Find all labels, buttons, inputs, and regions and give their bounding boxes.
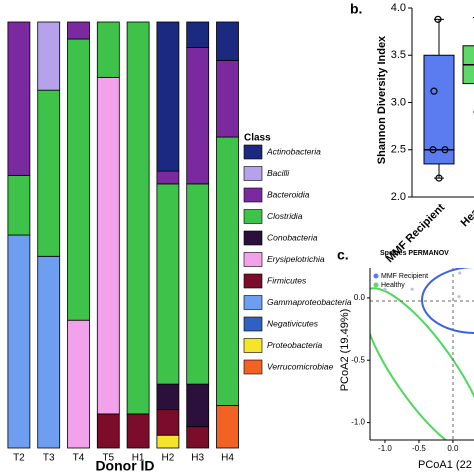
chart-title: Species PERMANOV <box>380 250 449 257</box>
point <box>383 287 387 291</box>
bar-segment <box>37 255 61 449</box>
point <box>435 174 443 182</box>
legend-label: Negativicutes <box>267 318 319 328</box>
bar-segment <box>37 89 61 257</box>
y-tick-label: 2.0 <box>391 191 406 203</box>
y-tick-label: -1.0 <box>351 418 365 427</box>
legend-label: Firmicutes <box>267 275 307 285</box>
bar-segment <box>186 183 210 385</box>
bar-segment <box>156 21 180 172</box>
x-tick-label: T2 <box>13 453 25 464</box>
y-tick-label: 3.5 <box>391 49 406 61</box>
legend-swatch <box>243 295 263 310</box>
point <box>410 287 414 291</box>
x-tick-label: T5 <box>102 453 114 464</box>
x-tick-label: T3 <box>43 453 55 464</box>
ellipse <box>370 287 474 440</box>
x-tick-label: Healt <box>459 201 474 229</box>
y-tick-label: 4.0 <box>391 2 406 14</box>
legend-label: Actinobacteria <box>266 146 321 156</box>
bar-segment <box>126 413 150 449</box>
legend-swatch <box>243 338 263 353</box>
x-tick-label: H1 <box>132 453 145 464</box>
point <box>458 271 462 275</box>
y-tick-label: 2.5 <box>391 144 406 156</box>
legend-label: Clostridia <box>267 211 303 221</box>
bar-segment <box>156 383 180 411</box>
panel-label: b. <box>350 1 362 17</box>
bar-segment <box>186 21 210 48</box>
bar-segment <box>67 38 90 321</box>
point <box>457 295 461 299</box>
bar-segment <box>7 21 31 176</box>
legend-label: Verrucomicrobiae <box>267 361 334 371</box>
bar-segment <box>216 136 239 406</box>
bar-segment <box>126 21 150 415</box>
point <box>429 146 437 154</box>
point <box>434 15 442 23</box>
x-axis-title: PCoA1 (22 <box>418 459 472 471</box>
legend-swatch <box>243 187 263 203</box>
y-tick-label: 0.0 <box>354 293 366 302</box>
point <box>430 87 438 95</box>
legend-swatch <box>243 209 263 224</box>
x-tick-label: H2 <box>162 453 175 464</box>
x-tick-label: -0.5 <box>412 444 426 453</box>
point <box>441 146 449 154</box>
legend-swatch <box>243 166 263 181</box>
bar-segment <box>7 234 31 449</box>
legend-label: MMF Recipient <box>381 273 428 280</box>
x-tick-label: -1.0 <box>378 444 392 453</box>
y-tick-label: 3.0 <box>391 96 406 108</box>
bar-segment <box>156 434 180 449</box>
legend-swatch <box>243 252 263 267</box>
legend-label: Proteobacteria <box>267 340 323 350</box>
x-tick-label: H3 <box>191 453 204 464</box>
legend-swatch <box>243 359 263 375</box>
bar-segment <box>96 21 120 78</box>
box <box>423 54 455 165</box>
y-axis-title: PCoA2 (19.49%) <box>339 309 351 392</box>
bar-segment <box>7 174 31 236</box>
ellipse <box>421 268 474 334</box>
legend-label: Bacilli <box>267 168 290 178</box>
legend-label: Erysipelotrichia <box>267 254 325 264</box>
y-tick-label: -0.5 <box>351 355 365 364</box>
bar-segment <box>186 47 210 185</box>
x-axis-title: Donor ID <box>95 458 154 474</box>
x-tick-label: 0.0 <box>447 444 459 453</box>
x-tick-label: T4 <box>73 453 85 464</box>
bar-segment <box>37 21 61 91</box>
bar-segment <box>156 409 180 436</box>
bar-segment <box>96 76 120 415</box>
bar-segment <box>216 21 239 61</box>
bar-segment <box>186 426 210 449</box>
confidence-ellipses <box>370 268 474 440</box>
legend-label: Conobacteria <box>267 232 318 242</box>
bar-segment <box>216 59 239 138</box>
legend-swatch <box>243 273 263 289</box>
legend-label: Bacteroidia <box>267 189 310 199</box>
legend-swatch <box>243 144 263 160</box>
bar-segment <box>156 170 180 185</box>
legend-marker <box>373 273 379 279</box>
bar-segment <box>216 404 239 449</box>
panel-label: c. <box>337 247 349 263</box>
legend-marker <box>373 282 379 288</box>
legend-swatch <box>243 316 263 332</box>
bar-segment <box>156 183 180 385</box>
bar-segment <box>186 383 210 428</box>
legend-swatch <box>243 230 263 246</box>
x-tick-label: H4 <box>221 453 234 464</box>
bar-segment <box>67 319 90 449</box>
bar-segment <box>67 21 90 40</box>
legend-label: Gammaproteobacteria <box>267 297 352 307</box>
y-axis-title: Shannon Diversity Index <box>376 35 388 164</box>
bar-segment <box>96 413 120 449</box>
legend-title: Class <box>244 133 271 144</box>
legend-label: Healthy <box>381 282 405 289</box>
